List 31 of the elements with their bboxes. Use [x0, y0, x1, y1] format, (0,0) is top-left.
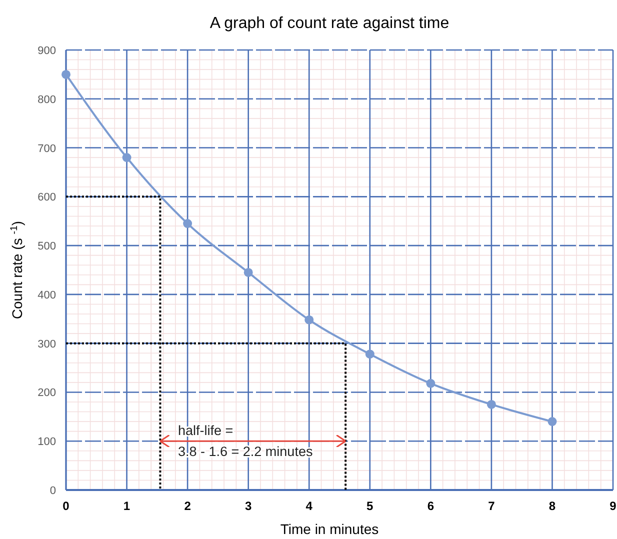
point — [62, 70, 70, 79]
x-tick-label: 9 — [610, 499, 617, 513]
point — [365, 350, 374, 359]
y-tick-label: 900 — [38, 45, 56, 57]
y-tick-label: 200 — [38, 387, 56, 400]
point — [548, 417, 557, 426]
x-tick-label: 4 — [306, 499, 313, 513]
y-tick-label: 0 — [50, 485, 56, 497]
x-tick-label: 3 — [244, 499, 252, 513]
x-axis-title: Time in minutes — [280, 521, 379, 537]
y-tick-label: 100 — [38, 436, 56, 448]
x-tick-label: 7 — [488, 499, 496, 513]
y-tick-label: 400 — [38, 289, 56, 302]
point — [183, 219, 192, 228]
y-tick-label: 800 — [38, 94, 56, 106]
y-tick-label: 500 — [38, 240, 56, 253]
y-tick-label: 600 — [38, 192, 56, 204]
x-tick-label: 2 — [184, 499, 192, 513]
x-tick-label: 6 — [427, 499, 434, 513]
x-tick-label: 5 — [366, 499, 374, 513]
point — [426, 378, 436, 388]
x-tick-label: 8 — [548, 499, 556, 513]
point — [304, 315, 314, 324]
point — [244, 268, 253, 277]
y-tick-label: 700 — [38, 142, 56, 155]
point — [486, 400, 496, 409]
y-tick-label: 300 — [38, 338, 56, 350]
x-tick-label: 0 — [62, 499, 70, 513]
chart-title: A graph of count rate against time — [210, 15, 450, 32]
point — [122, 153, 132, 162]
x-tick-label: 1 — [123, 499, 130, 513]
